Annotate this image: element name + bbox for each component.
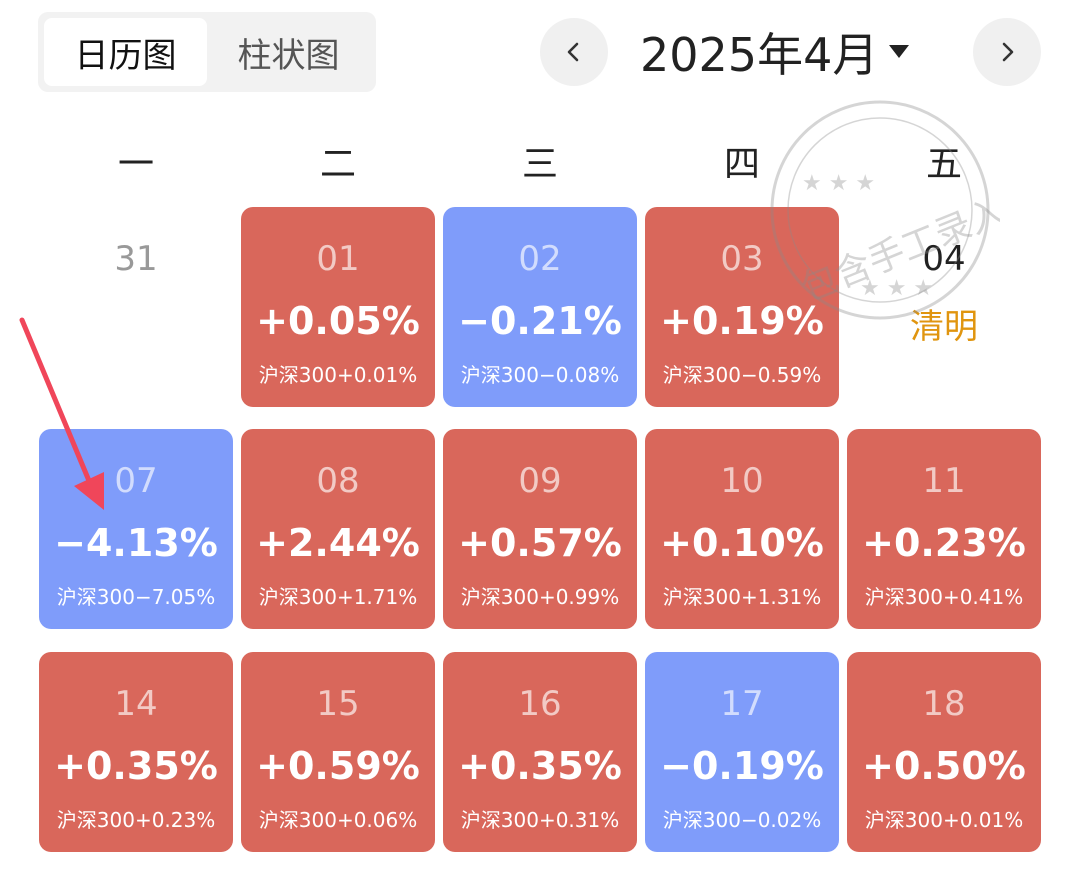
month-selector[interactable]: 2025年4月 (640, 18, 950, 86)
day-number: 02 (518, 239, 562, 279)
weekday-mon: 一 (117, 144, 154, 185)
calendar-cell-empty: 31 (39, 207, 233, 407)
day-number: 16 (518, 684, 562, 724)
day-number: 14 (114, 684, 158, 724)
day-number: 04 (922, 239, 966, 279)
benchmark-return: 沪深300+0.99% (460, 585, 620, 609)
calendar-cell[interactable]: 07 −4.13% 沪深300−7.05% (39, 429, 233, 629)
benchmark-return: 沪深300−0.59% (662, 363, 822, 387)
day-number: 08 (316, 461, 360, 501)
next-month-button[interactable] (973, 18, 1041, 86)
calendar-cell[interactable]: 02 −0.21% 沪深300−0.08% (443, 207, 637, 407)
benchmark-return: 沪深300+0.01% (258, 363, 418, 387)
day-return: −0.19% (660, 744, 824, 788)
tab-bar-chart-view[interactable]: 柱状图 (237, 35, 340, 76)
day-number: 09 (518, 461, 562, 501)
calendar-cell-holiday: 04 清明 (847, 207, 1041, 407)
weekday-fri: 五 (925, 144, 962, 185)
weekday-tue: 二 (319, 144, 356, 185)
day-return: +0.50% (862, 744, 1026, 788)
month-label: 2025年4月 (640, 28, 879, 82)
tab-calendar-view[interactable]: 日历图 (44, 18, 207, 86)
day-number: 31 (114, 239, 158, 279)
calendar-cell[interactable]: 03 +0.19% 沪深300−0.59% (645, 207, 839, 407)
day-return: +2.44% (256, 521, 420, 565)
day-return: −0.21% (458, 299, 622, 343)
day-number: 03 (720, 239, 764, 279)
view-tabs: 日历图 柱状图 (38, 12, 376, 92)
calendar-cell[interactable]: 09 +0.57% 沪深300+0.99% (443, 429, 637, 629)
benchmark-return: 沪深300+0.01% (864, 808, 1024, 832)
day-return: +0.05% (256, 299, 420, 343)
benchmark-return: 沪深300−0.02% (662, 808, 822, 832)
benchmark-return: 沪深300+0.31% (460, 808, 620, 832)
benchmark-return: 沪深300−0.08% (460, 363, 620, 387)
day-number: 10 (720, 461, 764, 501)
day-number: 17 (720, 684, 764, 724)
calendar-cell[interactable]: 08 +2.44% 沪深300+1.71% (241, 429, 435, 629)
calendar-cell[interactable]: 11 +0.23% 沪深300+0.41% (847, 429, 1041, 629)
calendar-cell[interactable]: 17 −0.19% 沪深300−0.02% (645, 652, 839, 852)
calendar-cell[interactable]: 01 +0.05% 沪深300+0.01% (241, 207, 435, 407)
weekday-thu: 四 (723, 144, 760, 185)
day-number: 18 (922, 684, 966, 724)
prev-month-button[interactable] (540, 18, 608, 86)
chevron-right-icon (1002, 42, 1014, 62)
calendar-cell[interactable]: 16 +0.35% 沪深300+0.31% (443, 652, 637, 852)
day-return: +0.35% (54, 744, 218, 788)
calendar-cell[interactable]: 18 +0.50% 沪深300+0.01% (847, 652, 1041, 852)
day-return: +0.35% (458, 744, 622, 788)
chevron-left-icon (567, 42, 579, 62)
calendar-cell[interactable]: 10 +0.10% 沪深300+1.31% (645, 429, 839, 629)
benchmark-return: 沪深300+0.41% (864, 585, 1024, 609)
weekday-wed: 三 (521, 144, 558, 185)
benchmark-return: 沪深300+0.06% (258, 808, 418, 832)
day-return: +0.23% (862, 521, 1026, 565)
benchmark-return: 沪深300+1.71% (258, 585, 418, 609)
day-number: 01 (316, 239, 360, 279)
benchmark-return: 沪深300−7.05% (56, 585, 216, 609)
benchmark-return: 沪深300+0.23% (56, 808, 216, 832)
day-return: +0.59% (256, 744, 420, 788)
day-number: 11 (922, 461, 966, 501)
day-number: 15 (316, 684, 360, 724)
day-return: +0.10% (660, 521, 824, 565)
caret-down-icon (889, 45, 910, 58)
day-return: +0.57% (458, 521, 622, 565)
day-return: −4.13% (54, 521, 218, 565)
benchmark-return: 沪深300+1.31% (662, 585, 822, 609)
day-return: +0.19% (660, 299, 824, 343)
day-number: 07 (114, 461, 158, 501)
calendar-cell[interactable]: 14 +0.35% 沪深300+0.23% (39, 652, 233, 852)
holiday-label: 清明 (910, 307, 978, 347)
calendar-cell[interactable]: 15 +0.59% 沪深300+0.06% (241, 652, 435, 852)
